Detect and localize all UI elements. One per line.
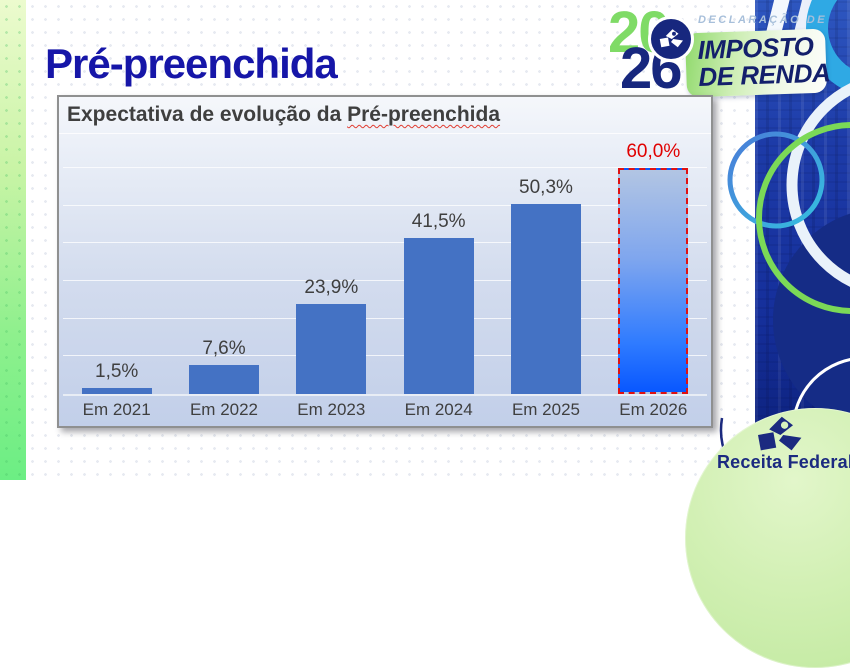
chart-xaxis: Em 2021 Em 2022 Em 2023 Em 2024 Em 2025 Em 20… — [63, 394, 707, 426]
bar-slot: 41,5% — [385, 134, 492, 394]
receita-emblem-small-icon — [659, 29, 683, 48]
chart-plot-area: 1,5% 7,6% 23,9% 41,5% 50,3% 60,0% — [63, 134, 707, 396]
left-green-strip — [0, 0, 26, 480]
bar-em-2022 — [188, 365, 259, 394]
logo-product-line2: DE RENDA — [697, 57, 831, 93]
bar-slot: 1,5% — [63, 134, 170, 394]
chart-title-prefix: Expectativa de evolução da — [67, 103, 348, 126]
page-title: Pré-preenchida — [45, 40, 338, 87]
bar-slot: 23,9% — [278, 134, 385, 394]
bar-value-label: 60,0% — [626, 140, 681, 162]
gridline — [63, 279, 707, 281]
x-axis-label: Em 2022 — [189, 400, 259, 419]
gridline — [63, 317, 707, 319]
logo-tagline: DECLARAÇÃO DE — [698, 14, 828, 26]
bar-slot: 50,3% — [492, 134, 599, 394]
bar-em-2023 — [296, 303, 367, 394]
bar-value-label: 50,3% — [519, 177, 573, 199]
x-axis-label: Em 2025 — [511, 400, 580, 419]
x-axis-label: Em 2021 — [82, 400, 151, 419]
bar-em-2021 — [81, 388, 152, 394]
gridline — [63, 204, 707, 206]
gridline — [63, 166, 707, 168]
bar-em-2024 — [403, 237, 474, 394]
agency-name: Receita Federal — [716, 452, 850, 472]
chart-container: Expectativa de evolução da Pré-preenchid… — [57, 95, 713, 428]
gridline — [63, 355, 707, 357]
x-axis-label: Em 2026 — [619, 400, 688, 419]
logo-emblem-badge — [648, 16, 694, 62]
x-axis-label: Em 2023 — [297, 400, 366, 419]
receita-federal-emblem-icon — [758, 416, 802, 451]
bar-value-label: 7,6% — [202, 338, 246, 360]
gridline — [63, 242, 707, 244]
campaign-logo: 20 26 DECLARAÇÃO DE IMPOSTO DE RENDA — [596, 0, 836, 112]
bar-value-label: 41,5% — [411, 210, 466, 232]
logo-banner: IMPOSTO DE RENDA — [684, 28, 831, 98]
bar-slot: 7,6% — [170, 134, 277, 394]
bar-value-label: 23,9% — [304, 276, 359, 298]
bar-em-2026 — [618, 167, 689, 394]
chart-title: Expectativa de evolução da Pré-preenchid… — [59, 97, 711, 134]
bar-em-2025 — [510, 204, 581, 394]
bar-slot: 60,0% — [600, 134, 707, 394]
chart-title-term: Pré-preenchida — [347, 103, 501, 126]
x-axis-label: Em 2024 — [404, 400, 473, 419]
bar-value-label: 1,5% — [95, 361, 139, 383]
